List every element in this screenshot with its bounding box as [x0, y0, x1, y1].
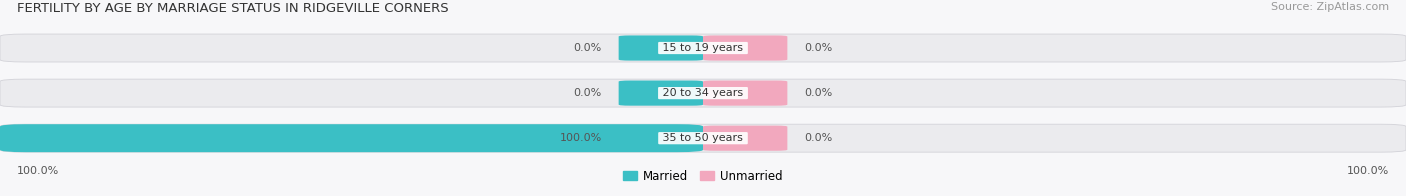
Text: 20 to 34 years: 20 to 34 years [659, 88, 747, 98]
FancyBboxPatch shape [0, 34, 1406, 62]
FancyBboxPatch shape [619, 35, 703, 61]
Text: FERTILITY BY AGE BY MARRIAGE STATUS IN RIDGEVILLE CORNERS: FERTILITY BY AGE BY MARRIAGE STATUS IN R… [17, 2, 449, 15]
FancyBboxPatch shape [619, 126, 703, 151]
FancyBboxPatch shape [0, 124, 703, 152]
Text: 0.0%: 0.0% [574, 88, 602, 98]
Text: 0.0%: 0.0% [804, 43, 832, 53]
FancyBboxPatch shape [0, 79, 1406, 107]
Text: 100.0%: 100.0% [1347, 166, 1389, 176]
Legend: Married, Unmarried: Married, Unmarried [619, 165, 787, 187]
FancyBboxPatch shape [703, 81, 787, 106]
Text: 0.0%: 0.0% [574, 43, 602, 53]
Text: 0.0%: 0.0% [804, 88, 832, 98]
Text: 35 to 50 years: 35 to 50 years [659, 133, 747, 143]
FancyBboxPatch shape [619, 81, 703, 106]
FancyBboxPatch shape [703, 126, 787, 151]
Text: 100.0%: 100.0% [17, 166, 59, 176]
Text: 0.0%: 0.0% [804, 133, 832, 143]
Text: Source: ZipAtlas.com: Source: ZipAtlas.com [1271, 2, 1389, 12]
Text: 15 to 19 years: 15 to 19 years [659, 43, 747, 53]
Text: 100.0%: 100.0% [560, 133, 602, 143]
FancyBboxPatch shape [0, 124, 1406, 152]
FancyBboxPatch shape [703, 35, 787, 61]
